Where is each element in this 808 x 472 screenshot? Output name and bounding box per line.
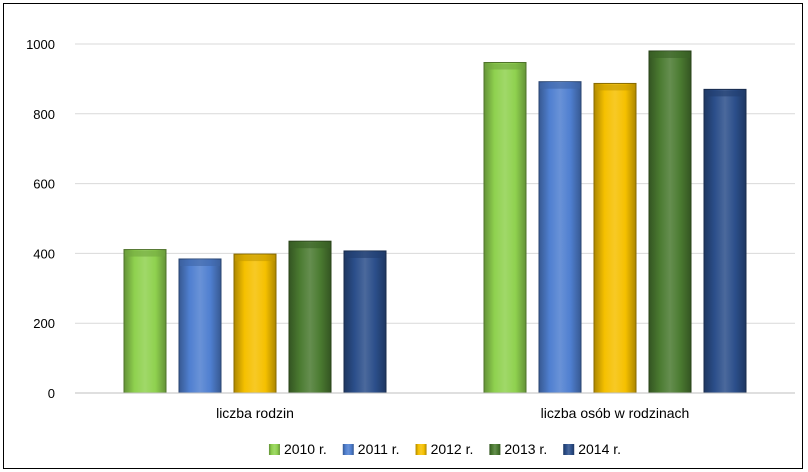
y-tick-label: 0	[48, 386, 55, 401]
bar	[233, 253, 277, 394]
bar-cap	[290, 242, 330, 249]
y-axis-ticks: 0 200 400 600 800 1000	[26, 37, 55, 401]
bars	[123, 50, 747, 394]
y-tick-label: 1000	[26, 37, 55, 52]
bar-cap	[180, 259, 220, 266]
bar-cap	[485, 63, 525, 70]
legend-label: 2014 r.	[578, 441, 621, 457]
bar	[648, 50, 692, 394]
y-tick-label: 800	[33, 107, 55, 122]
bar	[703, 88, 747, 394]
category-label: liczba rodzin	[216, 405, 294, 421]
legend-label: 2010 r.	[284, 441, 327, 457]
bar	[343, 250, 387, 394]
bar-cap	[650, 51, 690, 58]
legend-swatch	[489, 444, 501, 455]
y-tick-label: 200	[33, 316, 55, 331]
bar	[178, 258, 222, 394]
bar-cap	[235, 255, 275, 262]
bar-cap	[125, 250, 165, 257]
bar-cap	[345, 251, 385, 258]
bar-cap	[705, 90, 745, 97]
category-label: liczba osób w rodzinach	[541, 405, 690, 421]
y-tick-label: 400	[33, 246, 55, 261]
legend-label: 2011 r.	[358, 441, 400, 457]
legend-swatch	[415, 444, 427, 455]
bar	[593, 82, 637, 394]
bar	[538, 81, 582, 394]
bar	[123, 249, 167, 394]
bar-cap	[540, 82, 580, 89]
bar	[288, 240, 332, 394]
legend-swatch	[563, 444, 575, 455]
legend-label: 2013 r.	[504, 441, 547, 457]
category-labels: liczba rodzin liczba osób w rodzinach	[216, 405, 689, 421]
legend-swatch	[268, 444, 280, 455]
bar-cap	[595, 84, 635, 91]
legend: 2010 r. 2011 r. 2012 r. 2013 r. 2014 r.	[268, 441, 621, 457]
y-tick-label: 600	[33, 177, 55, 192]
legend-swatch	[342, 444, 354, 455]
legend-label: 2012 r.	[431, 441, 474, 457]
bar	[483, 61, 527, 394]
